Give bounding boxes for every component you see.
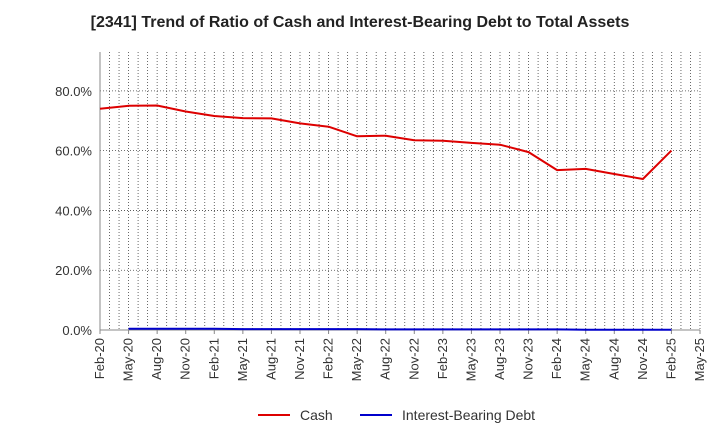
x-tick-label: May-24 (578, 338, 593, 381)
chart-title: [2341] Trend of Ratio of Cash and Intere… (90, 14, 630, 31)
x-tick-label: Aug-23 (492, 338, 507, 380)
y-tick-label: 60.0% (55, 144, 92, 159)
y-tick-label: 20.0% (55, 263, 92, 278)
series-line-interest-bearing-debt (128, 327, 672, 331)
x-tick-label: Feb-22 (321, 338, 336, 379)
x-tick-label: May-25 (692, 338, 707, 381)
x-tick-label: Nov-23 (521, 338, 536, 380)
y-tick-label: 40.0% (55, 203, 92, 218)
x-tick-label: Feb-21 (206, 338, 221, 379)
x-tick-label: Feb-23 (435, 338, 450, 379)
x-tick-label: Aug-24 (606, 338, 621, 380)
x-tick-label: Nov-24 (635, 338, 650, 380)
x-tick-label: Aug-20 (149, 338, 164, 380)
x-tick-label: Nov-22 (406, 338, 421, 380)
x-tick-label: May-23 (463, 338, 478, 381)
x-tick-label: Aug-22 (378, 338, 393, 380)
y-tick-label: 0.0% (62, 323, 92, 338)
x-tick-label: Nov-21 (292, 338, 307, 380)
series-line-cash (99, 104, 673, 180)
x-tick-label: Nov-20 (178, 338, 193, 380)
x-tick-label: Feb-25 (663, 338, 678, 379)
x-tick-label: May-21 (235, 338, 250, 381)
x-tick-label: May-20 (121, 338, 136, 381)
x-tick-label: Aug-21 (263, 338, 278, 380)
legend-label-interest-bearing-debt: Interest-Bearing Debt (402, 407, 535, 423)
legend-label-cash: Cash (300, 407, 333, 423)
x-tick-label: Feb-24 (549, 338, 564, 379)
x-tick-label: May-22 (349, 338, 364, 381)
x-tick-label: Feb-20 (92, 338, 107, 379)
plot-area (100, 52, 700, 330)
y-tick-label: 80.0% (55, 84, 92, 99)
